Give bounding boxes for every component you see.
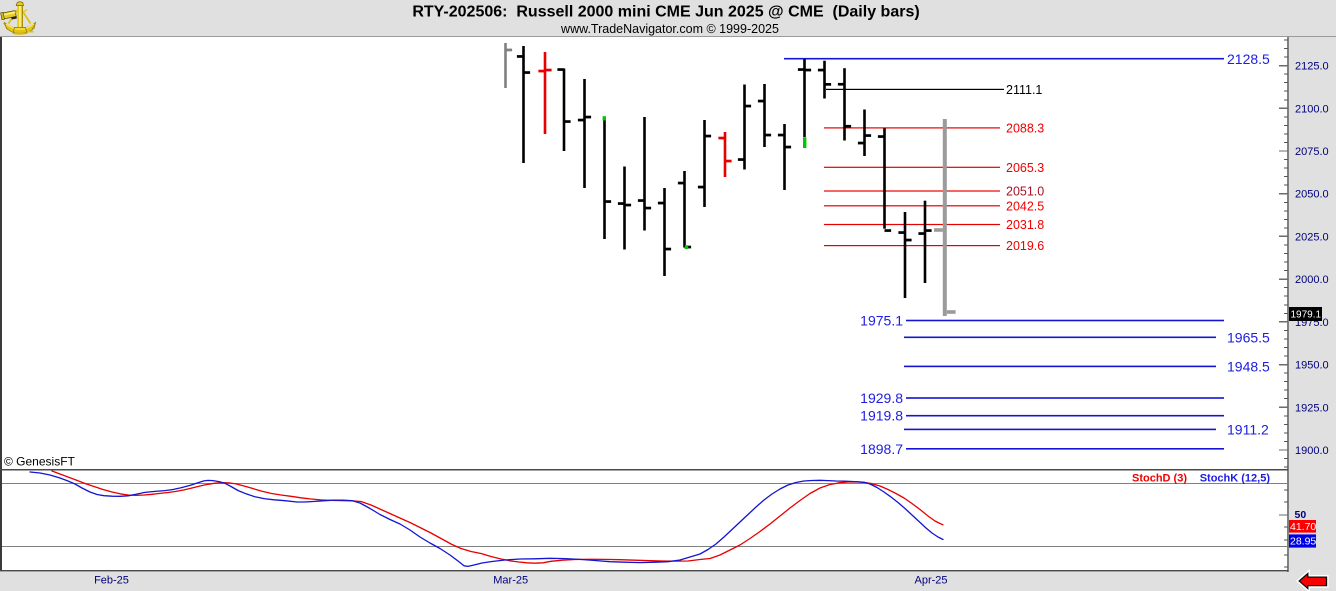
svg-text:RTY-202506: Russell 2000 mini: RTY-202506: Russell 2000 mini CME Jun 20… bbox=[412, 4, 919, 21]
svg-text:2019.6: 2019.6 bbox=[1006, 239, 1044, 253]
svg-text:1979.1: 1979.1 bbox=[1291, 310, 1322, 321]
svg-text:2075.0: 2075.0 bbox=[1295, 146, 1329, 158]
svg-text:2051.0: 2051.0 bbox=[1006, 185, 1044, 199]
svg-text:Apr-25: Apr-25 bbox=[914, 575, 947, 587]
svg-text:50: 50 bbox=[1295, 509, 1307, 521]
svg-text:2025.0: 2025.0 bbox=[1295, 231, 1329, 243]
svg-text:1911.2: 1911.2 bbox=[1227, 421, 1269, 437]
svg-text:© GenesisFT: © GenesisFT bbox=[4, 455, 76, 469]
svg-text:2042.5: 2042.5 bbox=[1006, 199, 1044, 213]
svg-text:1965.5: 1965.5 bbox=[1227, 329, 1270, 345]
svg-text:1929.8: 1929.8 bbox=[860, 390, 903, 406]
svg-text:28.95: 28.95 bbox=[1290, 536, 1316, 548]
svg-text:StochK (12,5): StochK (12,5) bbox=[1200, 473, 1271, 485]
svg-text:2128.5: 2128.5 bbox=[1227, 51, 1270, 67]
svg-text:2111.1: 2111.1 bbox=[1006, 83, 1042, 97]
svg-text:1919.8: 1919.8 bbox=[860, 408, 903, 424]
svg-text:www.TradeNavigator.com © 1999-: www.TradeNavigator.com © 1999-2025 bbox=[560, 22, 779, 36]
svg-text:1925.0: 1925.0 bbox=[1295, 402, 1329, 414]
svg-text:1900.0: 1900.0 bbox=[1295, 445, 1329, 457]
svg-text:2100.0: 2100.0 bbox=[1295, 103, 1329, 115]
svg-text:41.70: 41.70 bbox=[1290, 521, 1316, 533]
svg-text:2000.0: 2000.0 bbox=[1295, 274, 1329, 286]
svg-text:2031.8: 2031.8 bbox=[1006, 218, 1044, 232]
svg-text:Feb-25: Feb-25 bbox=[94, 575, 129, 587]
svg-text:1975.1: 1975.1 bbox=[860, 313, 903, 329]
svg-text:1950.0: 1950.0 bbox=[1295, 360, 1329, 372]
svg-text:1898.7: 1898.7 bbox=[860, 441, 903, 457]
svg-text:StochD (3): StochD (3) bbox=[1132, 473, 1187, 485]
svg-text:Mar-25: Mar-25 bbox=[493, 575, 528, 587]
svg-text:2088.3: 2088.3 bbox=[1006, 121, 1044, 135]
svg-text:1948.5: 1948.5 bbox=[1227, 358, 1270, 374]
svg-text:2065.3: 2065.3 bbox=[1006, 161, 1044, 175]
svg-text:2050.0: 2050.0 bbox=[1295, 189, 1329, 201]
svg-text:2125.0: 2125.0 bbox=[1295, 61, 1329, 73]
